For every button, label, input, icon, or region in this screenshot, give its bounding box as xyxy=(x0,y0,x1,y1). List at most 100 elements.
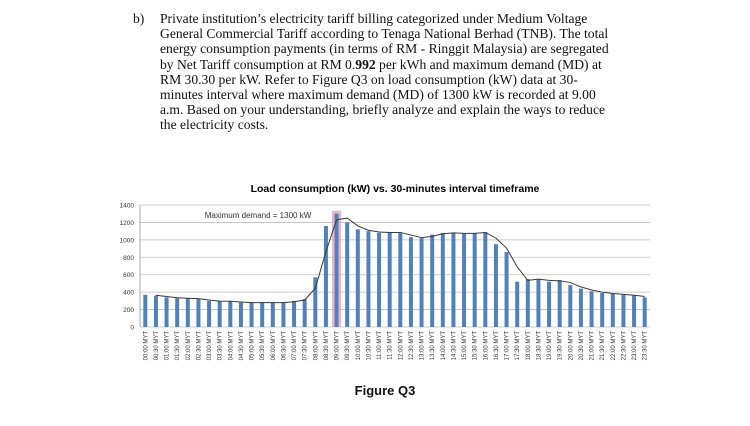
bar xyxy=(238,302,243,327)
bar xyxy=(207,300,212,327)
bar xyxy=(387,232,392,327)
bar xyxy=(621,294,626,327)
x-tick-label: 07:30 MYT xyxy=(303,331,309,361)
line-text: by Net Tariff consumption at RM 0.992 pe… xyxy=(160,57,602,72)
bar xyxy=(334,213,339,327)
chart-title: Load consumption (kW) vs. 30-minutes int… xyxy=(251,183,540,195)
question-line: energy consumption payments (in terms of… xyxy=(160,41,640,56)
x-tick-label: 03:30 MYT xyxy=(218,331,224,361)
bar xyxy=(504,252,509,327)
x-tick-label: 02:00 MYT xyxy=(186,331,192,361)
bar xyxy=(249,302,254,327)
x-tick-label: 14:30 MYT xyxy=(451,331,457,361)
bar xyxy=(164,297,169,327)
bar xyxy=(536,279,541,327)
x-tick-label: 16:30 MYT xyxy=(494,331,500,361)
question-line: by Net Tariff consumption at RM 0.992 pe… xyxy=(160,57,640,72)
trend-line xyxy=(155,217,645,304)
bar xyxy=(313,277,318,327)
x-tick-label: 10:30 MYT xyxy=(366,331,372,361)
bar xyxy=(270,302,275,327)
bar xyxy=(440,232,445,327)
x-tick-label: 23:30 MYT xyxy=(643,331,649,361)
x-tick-label: 00:30 MYT xyxy=(154,331,160,361)
x-tick-label: 06:30 MYT xyxy=(281,331,287,361)
x-tick-label: 20:30 MYT xyxy=(579,331,585,361)
x-tick-label: 20:00 MYT xyxy=(568,331,574,361)
bar xyxy=(589,291,594,327)
line-text: energy consumption payments (in terms of… xyxy=(160,41,609,57)
bar xyxy=(408,237,413,327)
bar xyxy=(302,299,307,327)
x-tick-label: 01:30 MYT xyxy=(175,331,181,361)
line-text-pre: by Net Tariff consumption at RM 0. xyxy=(160,56,356,72)
x-tick-label: 19:00 MYT xyxy=(547,331,553,361)
bar xyxy=(175,298,180,327)
x-tick-label: 21:00 MYT xyxy=(590,331,596,361)
bar xyxy=(451,232,456,327)
bar xyxy=(355,229,360,327)
y-tick-label: 1400 xyxy=(120,203,135,210)
figure-caption: Figure Q3 xyxy=(354,383,416,398)
line-text: a.m. Based on your understanding, briefl… xyxy=(160,102,606,118)
question-line: a.m. Based on your understanding, briefl… xyxy=(160,102,640,117)
bar xyxy=(557,279,562,327)
line-text: General Commercial Tariff according to T… xyxy=(160,26,609,42)
bar xyxy=(217,301,222,327)
x-tick-label: 02:30 MYT xyxy=(196,331,202,361)
x-tick-label: 18:00 MYT xyxy=(526,331,532,361)
x-tick-label: 12:00 MYT xyxy=(398,331,404,361)
bar xyxy=(462,233,467,327)
question-line: General Commercial Tariff according to T… xyxy=(160,26,640,41)
x-tick-label: 04:00 MYT xyxy=(228,331,234,361)
bar xyxy=(281,302,286,327)
x-tick-label: 23:00 MYT xyxy=(632,331,638,361)
x-tick-label: 14:00 MYT xyxy=(441,331,447,361)
bar xyxy=(525,279,530,327)
question-line: Private institution’s electricity tariff… xyxy=(160,11,640,26)
bar xyxy=(642,297,647,327)
bar xyxy=(377,232,382,327)
y-tick-label: 0 xyxy=(130,325,134,332)
y-tick-label: 800 xyxy=(123,255,134,262)
max-demand-annotation: Maximum demand = 1300 kW xyxy=(205,211,312,220)
x-tick-label: 08:00 MYT xyxy=(313,331,319,361)
x-tick-label: 11:30 MYT xyxy=(388,331,394,360)
bar xyxy=(493,244,498,327)
x-tick-label: 17:30 MYT xyxy=(515,331,521,361)
bar xyxy=(323,225,328,327)
line-text: Private institution’s electricity tariff… xyxy=(160,11,588,26)
y-tick-label: 200 xyxy=(123,307,134,314)
y-tick-label: 1000 xyxy=(120,237,135,244)
bar xyxy=(472,232,477,327)
question-text: Private institution’s electricity tariff… xyxy=(160,11,640,133)
bar xyxy=(228,301,233,327)
line-text: RM 30.30 per kW. Refer to Figure Q3 on l… xyxy=(160,71,578,87)
bar xyxy=(578,288,583,327)
bar xyxy=(260,302,265,327)
x-tick-label: 15:30 MYT xyxy=(473,331,479,361)
line-text-post: per kWh and maximum demand (MD) at xyxy=(375,56,602,72)
x-tick-label: 05:00 MYT xyxy=(250,331,256,361)
x-tick-label: 12:30 MYT xyxy=(409,331,415,361)
y-tick-label: 1200 xyxy=(120,220,135,227)
bar xyxy=(185,298,190,327)
bar xyxy=(345,222,350,327)
x-tick-label: 18:30 MYT xyxy=(536,331,542,361)
y-tick-label: 400 xyxy=(123,290,134,297)
bar xyxy=(419,238,424,327)
bar xyxy=(483,232,488,327)
bar xyxy=(430,234,435,327)
x-tick-label: 01:00 MYT xyxy=(165,331,171,361)
question-label: b) xyxy=(133,11,145,26)
bar xyxy=(292,300,297,327)
x-tick-label: 09:30 MYT xyxy=(345,331,351,361)
question-line: RM 30.30 per kW. Refer to Figure Q3 on l… xyxy=(160,72,640,87)
question-b: b) Private institution’s electricity tar… xyxy=(133,11,640,133)
question-line: the electricity costs. xyxy=(160,117,640,132)
x-tick-label: 00:00 MYT xyxy=(143,331,149,361)
x-tick-label: 19:30 MYT xyxy=(558,331,564,361)
bar xyxy=(398,232,403,327)
bar xyxy=(196,299,201,327)
